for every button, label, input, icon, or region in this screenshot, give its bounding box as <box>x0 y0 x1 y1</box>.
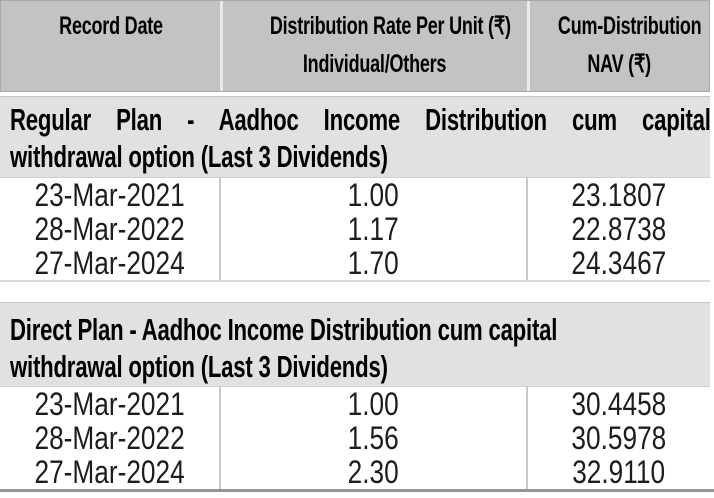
rate-per-unit-cell: 1.17 <box>219 212 526 246</box>
section-header-direct-plan: Direct Plan - Aadhoc Income Distribution… <box>0 302 710 387</box>
direct-plan-title-line2: withdrawal option (Last 3 Dividends) <box>10 349 388 384</box>
rate-per-unit-value: 1.70 <box>347 246 400 280</box>
cum-nav-value: 30.4458 <box>571 387 667 421</box>
table-row: 23-Mar-2021 1.00 23.1807 <box>0 178 710 212</box>
cum-nav-cell: 22.8738 <box>526 212 710 246</box>
cum-nav-cell: 32.9110 <box>526 455 710 489</box>
record-date-cell: 23-Mar-2021 <box>0 387 219 421</box>
cum-nav-value: 22.8738 <box>571 212 667 246</box>
rate-per-unit-cell: 1.00 <box>219 387 526 421</box>
rate-per-unit-cell: 1.00 <box>219 178 526 212</box>
regular-plan-title-line2: withdrawal option (Last 3 Dividends) <box>10 139 388 174</box>
regular-plan-rows: 23-Mar-2021 1.00 23.1807 28-Mar-2022 1.1… <box>0 178 710 282</box>
table-bottom-border <box>0 489 714 492</box>
record-date-cell: 28-Mar-2022 <box>0 212 219 246</box>
column-header-distribution-rate: Distribution Rate Per Unit (₹) Individua… <box>220 1 527 91</box>
column-header-cum-distribution-nav: Cum-Distribution NAV (₹) <box>527 1 709 91</box>
rate-per-unit-cell: 2.30 <box>219 455 526 489</box>
record-date-cell: 27-Mar-2024 <box>0 455 219 489</box>
rate-per-unit-value: 1.00 <box>347 178 400 212</box>
cum-nav-cell: 24.3467 <box>526 246 710 280</box>
record-date-header-label: Record Date <box>58 12 163 40</box>
section-header-regular-plan: Regular Plan - Aadhoc Income Distributio… <box>0 96 710 178</box>
record-date-value: 27-Mar-2024 <box>34 455 185 489</box>
cum-nav-value: 32.9110 <box>572 455 666 489</box>
rate-per-unit-cell: 1.70 <box>219 246 526 280</box>
cum-nav-cell: 23.1807 <box>526 178 710 212</box>
table-row: 28-Mar-2022 1.17 22.8738 <box>0 212 710 246</box>
record-date-cell: 28-Mar-2022 <box>0 421 219 455</box>
table-row: 28-Mar-2022 1.56 30.5978 <box>0 421 710 455</box>
rate-per-unit-value: 1.17 <box>347 212 400 246</box>
record-date-value: 27-Mar-2024 <box>34 246 185 280</box>
record-date-value: 23-Mar-2021 <box>34 178 185 212</box>
rate-per-unit-cell: 1.56 <box>219 421 526 455</box>
direct-plan-rows: 23-Mar-2021 1.00 30.4458 28-Mar-2022 1.5… <box>0 387 710 489</box>
distribution-rate-header-line2: Individual/Others <box>303 50 447 78</box>
cum-distribution-header-line1: Cum-Distribution <box>557 12 702 40</box>
record-date-value: 28-Mar-2022 <box>34 421 185 455</box>
record-date-cell: 27-Mar-2024 <box>0 246 219 280</box>
record-date-value: 23-Mar-2021 <box>34 387 185 421</box>
section-spacer <box>0 282 714 302</box>
cum-nav-cell: 30.5978 <box>526 421 710 455</box>
cum-distribution-header-line2: NAV (₹) <box>587 50 652 78</box>
record-date-cell: 23-Mar-2021 <box>0 178 219 212</box>
table-row: 27-Mar-2024 2.30 32.9110 <box>0 455 710 489</box>
rate-per-unit-value: 1.00 <box>347 387 400 421</box>
rate-per-unit-value: 2.30 <box>347 455 400 489</box>
cum-nav-value: 24.3467 <box>571 246 667 280</box>
table-row: 23-Mar-2021 1.00 30.4458 <box>0 387 710 421</box>
regular-plan-title-line1: Regular Plan - Aadhoc Income Distributio… <box>10 102 710 137</box>
record-date-value: 28-Mar-2022 <box>34 212 185 246</box>
table-row: 27-Mar-2024 1.70 24.3467 <box>0 246 710 280</box>
column-header-record-date: Record Date <box>1 1 220 91</box>
cum-nav-cell: 30.4458 <box>526 387 710 421</box>
table-header-row: Record Date Distribution Rate Per Unit (… <box>0 0 710 92</box>
cum-nav-value: 30.5978 <box>571 421 667 455</box>
direct-plan-title-line1: Direct Plan - Aadhoc Income Distribution… <box>10 312 558 347</box>
distribution-rate-header-line1: Distribution Rate Per Unit (₹) <box>269 12 511 40</box>
rate-per-unit-value: 1.56 <box>347 421 400 455</box>
cum-nav-value: 23.1807 <box>571 178 667 212</box>
